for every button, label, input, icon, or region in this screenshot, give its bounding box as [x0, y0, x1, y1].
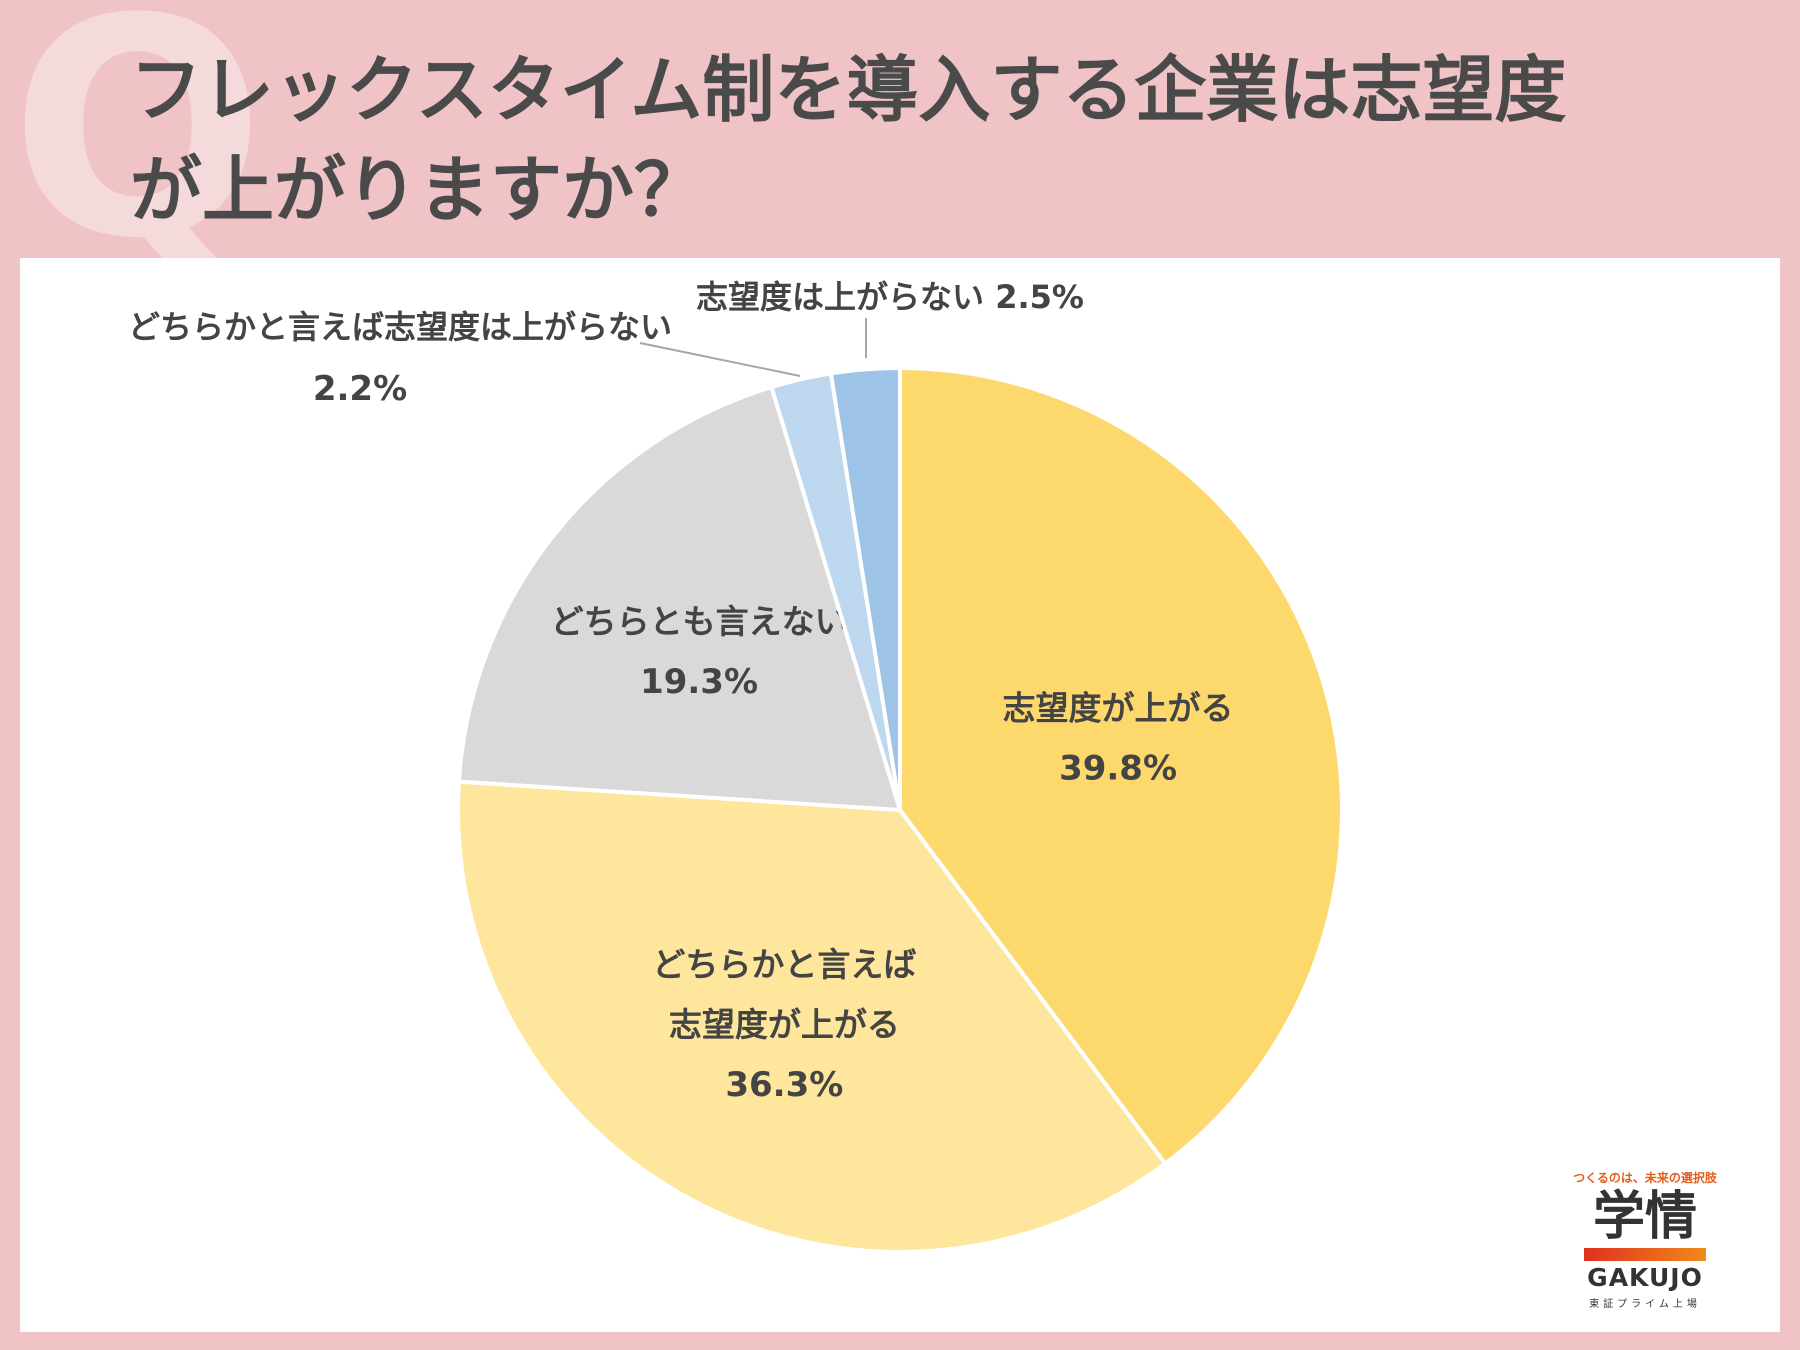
logo-brand: GAKUJO: [1587, 1263, 1703, 1292]
chart-title: フレックスタイム制を導入する企業は志望度 が上がりますか？: [130, 40, 1690, 240]
pie-slice-5: [828, 365, 902, 811]
chart-panel: 志望度が上がる 39.8% どちらかと言えば 志望度が上がる 36.3% どちらとも言えな…: [20, 258, 1780, 1332]
pie-slice-2: [456, 779, 1168, 1254]
slice-category-label-1: 志望度が上がる: [1003, 688, 1234, 727]
logo-sub: 東証プライム上場: [1589, 1299, 1701, 1310]
slice-category-label-2: 志望度が上がる: [669, 1005, 900, 1044]
slice-category-label-3: どちらとも言えない: [551, 602, 848, 641]
pie-slice-3: [456, 384, 903, 813]
slice-category-label-4: どちらかと言えば志望度は上がらない: [128, 308, 672, 346]
slice-value-label-3: 19.3%: [640, 662, 758, 702]
title-line-1: フレックスタイム制を導入する企業は志望度: [130, 48, 1567, 132]
title-line-2: が上がりますか？: [130, 148, 707, 232]
slice-value-label-4: 2.2%: [313, 369, 407, 409]
pie-chart: 志望度が上がる39.8%どちらかと言えば志望度が上がる36.3%どちらとも言えな…: [128, 278, 1344, 1254]
gakujo-logo: つくるのは、未来の選択肢 学情 GAKUJO 東証プライム上場: [1570, 1169, 1720, 1310]
slice-category-label-5: 志望度は上がらない 2.5%: [696, 278, 1084, 316]
slice-value-label-2: 36.3%: [725, 1065, 843, 1105]
leader-line-4: [639, 342, 801, 377]
logo-tagline: つくるのは、未来の選択肢: [1573, 1171, 1717, 1185]
logo-bar: [1584, 1248, 1706, 1261]
slice-value-label-1: 39.8%: [1059, 748, 1177, 788]
pie-slice-1: [898, 365, 1344, 1167]
logo-kanji: 学情: [1592, 1187, 1697, 1247]
q-mark-decoration: Q: [10, 0, 266, 304]
slice-category-label-2: どちらかと言えば: [652, 945, 916, 984]
